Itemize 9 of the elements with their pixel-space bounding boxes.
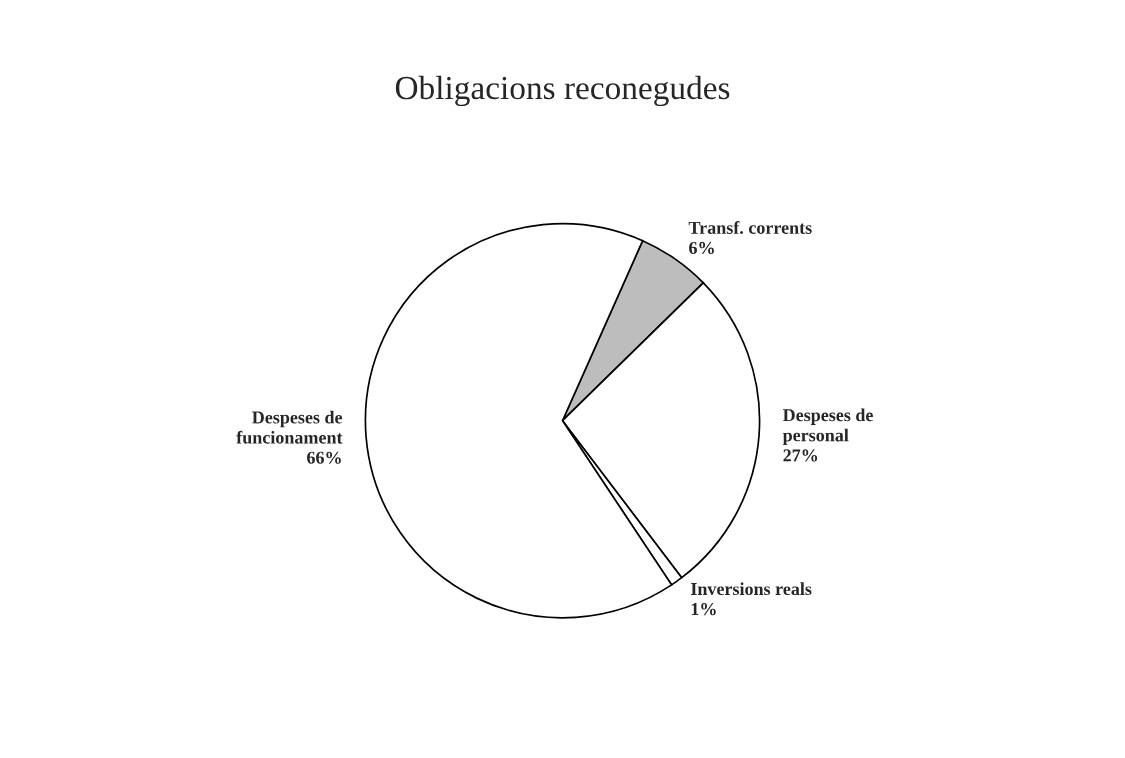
data-label: 66% <box>307 451 341 464</box>
data-label: 1% <box>691 603 716 616</box>
slice-label: Inversions reals <box>690 582 812 596</box>
chart-title: Obligacions reconegudes <box>395 75 730 107</box>
slice-label: Despeses de funcionament <box>236 410 343 444</box>
slice-label: Despeses de personal <box>782 408 873 446</box>
data-label: 27% <box>783 449 818 462</box>
data-label: 6% <box>689 241 714 255</box>
slice-label: Transf. corrents <box>688 221 812 234</box>
